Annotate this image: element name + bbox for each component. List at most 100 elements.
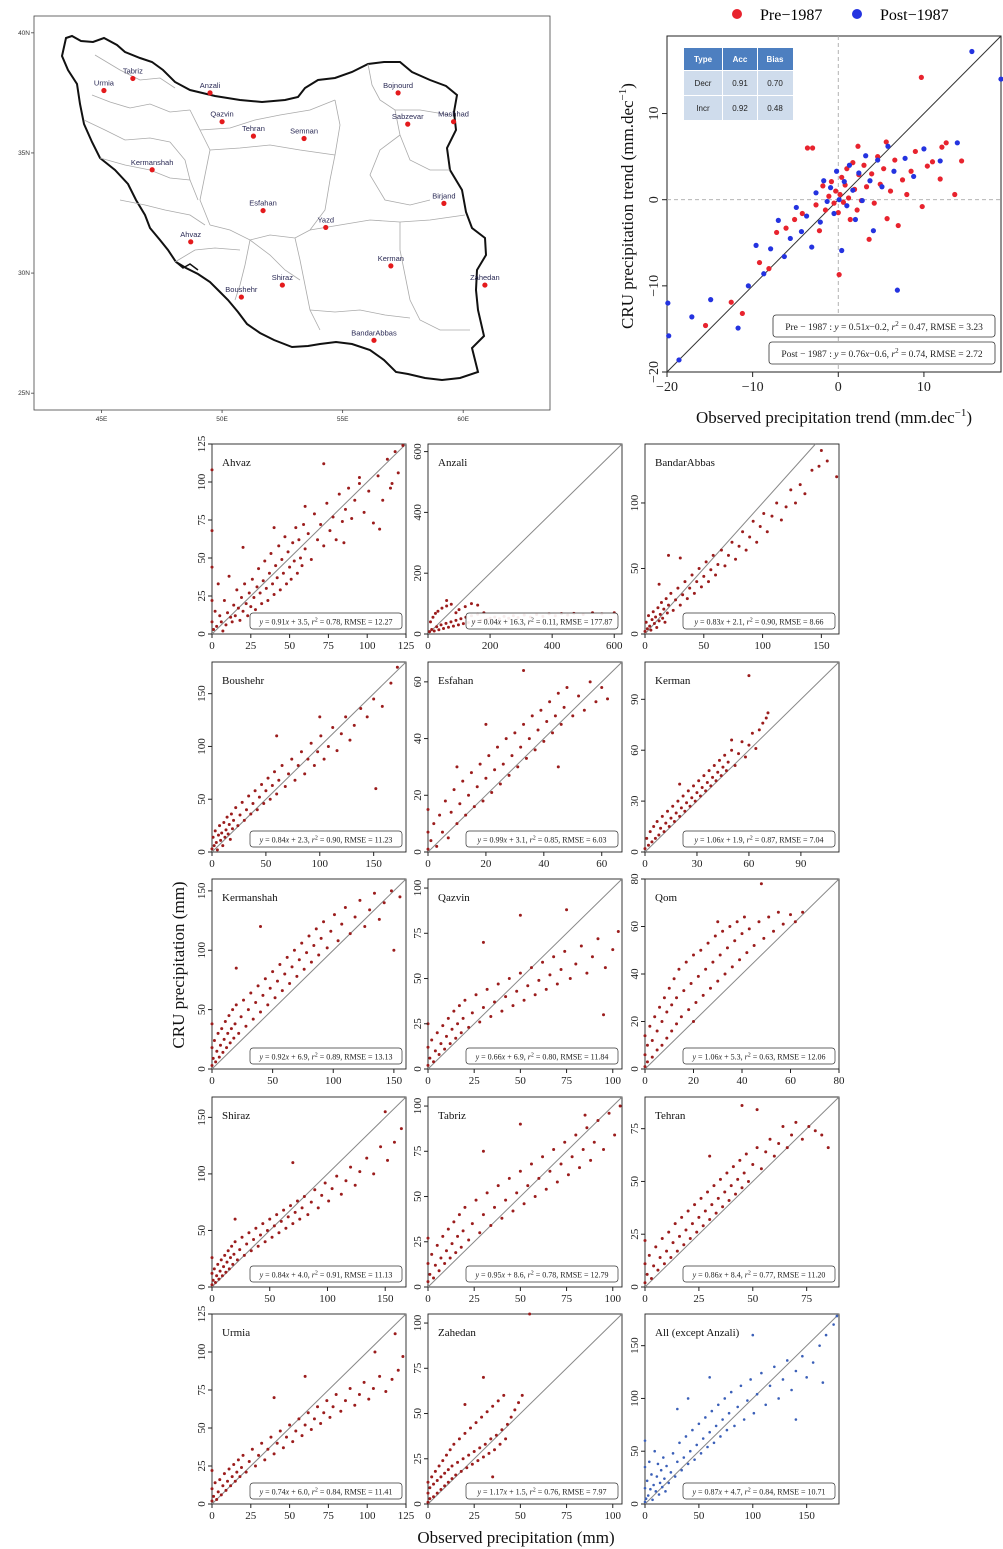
data-point <box>693 1458 696 1461</box>
data-point <box>485 1410 489 1414</box>
y-tick-label: 0 <box>196 849 208 855</box>
data-point <box>487 1451 491 1455</box>
data-point <box>223 1253 227 1257</box>
data-point <box>711 775 715 779</box>
data-point <box>238 618 242 622</box>
data-point <box>524 756 528 760</box>
panel-qom: Qom 0 20 40 60 80 0 20 40 60 80 y = 1.06x + 5.3, r2… <box>629 873 845 1087</box>
data-point <box>438 813 442 817</box>
panel-title: Kermanshah <box>222 892 278 904</box>
y-tick-label: 20 <box>629 1016 641 1028</box>
persian-gulf-coast <box>175 261 199 271</box>
data-point <box>469 602 473 606</box>
x-tick-label: 50 <box>264 1293 276 1305</box>
data-point <box>283 535 287 539</box>
data-point <box>644 1497 648 1501</box>
data-point <box>643 1465 647 1469</box>
data-point <box>246 614 250 618</box>
data-point <box>714 573 718 577</box>
data-point <box>527 737 531 741</box>
data-point <box>292 559 296 563</box>
y-tick-label: 50 <box>629 562 641 574</box>
data-point <box>401 444 405 448</box>
data-point <box>730 540 734 544</box>
data-point <box>227 1267 231 1271</box>
data-point <box>220 831 224 835</box>
y-tick-label: 50 <box>196 1224 208 1236</box>
panel-boushehr: Boushehr 0 50 100 150 0 50 100 150 y = 0.84x + 2.… <box>196 661 407 870</box>
data-point <box>747 927 751 931</box>
fit-stats-text: y = 0.84x + 4.0, r2 = 0.91, RMSE = 11.13 <box>259 1271 393 1280</box>
data-point <box>664 597 668 601</box>
data-point <box>389 889 393 893</box>
fit-stats-box <box>682 830 836 848</box>
data-point <box>446 1016 450 1020</box>
pre-1987-point <box>899 177 906 183</box>
data-point <box>759 882 763 886</box>
data-point <box>645 1043 649 1047</box>
data-point <box>309 960 313 964</box>
data-point <box>528 1312 532 1316</box>
data-point <box>556 691 560 695</box>
map-lon-label: 60E <box>457 416 469 423</box>
data-point <box>820 1133 824 1137</box>
post-1987-point <box>856 170 862 176</box>
data-point <box>452 1442 456 1446</box>
data-point <box>442 627 446 631</box>
data-point <box>646 843 650 847</box>
data-point <box>226 832 230 836</box>
data-point <box>677 1234 681 1238</box>
post-1987-point <box>775 217 781 223</box>
map-graticule-labels: 40N 35N 30N 25N 45E 50E 55E 60E <box>18 30 470 423</box>
x-tick-label: 50 <box>515 1510 527 1522</box>
pre-1987-point <box>756 259 763 266</box>
data-point <box>290 965 294 969</box>
data-point <box>428 1272 432 1276</box>
data-point <box>645 1060 649 1064</box>
data-point <box>236 824 240 828</box>
data-point <box>824 1333 828 1337</box>
data-point <box>246 1008 250 1012</box>
map-lat-label: 35N <box>18 150 30 157</box>
data-point <box>662 607 666 611</box>
data-point <box>618 1104 622 1108</box>
post-1987-point <box>708 297 714 303</box>
data-point <box>662 1456 665 1459</box>
data-point <box>747 743 751 747</box>
data-point <box>214 1060 218 1064</box>
data-point <box>264 586 268 590</box>
data-point <box>723 1397 727 1400</box>
data-point <box>674 811 678 815</box>
data-point <box>435 1491 439 1495</box>
data-point <box>210 620 214 624</box>
data-point <box>793 501 797 505</box>
data-point <box>810 468 814 472</box>
data-point <box>458 802 462 806</box>
data-point <box>306 757 310 761</box>
data-point <box>742 915 746 919</box>
data-point <box>701 993 705 997</box>
data-point <box>385 457 389 461</box>
data-point <box>325 1399 329 1403</box>
data-point <box>800 1137 804 1141</box>
x-tick-label: 125 <box>398 640 415 652</box>
trend-x-axis-label: Observed precipitation trend (mm.dec−1) <box>696 407 972 427</box>
pre-1987-point <box>883 139 889 145</box>
data-point <box>285 955 289 959</box>
data-point <box>457 1437 461 1441</box>
data-point <box>275 734 279 738</box>
data-point <box>335 749 339 753</box>
data-point <box>563 949 567 953</box>
data-point <box>657 1493 661 1496</box>
data-point <box>233 614 237 618</box>
data-point <box>509 1415 513 1419</box>
data-point <box>426 1236 430 1240</box>
data-point <box>277 778 281 782</box>
data-point <box>378 1374 382 1378</box>
data-point <box>472 805 476 809</box>
pre-1987-point <box>847 216 853 223</box>
x-tick-label: 0 <box>425 1510 431 1522</box>
data-point <box>682 1243 686 1247</box>
map-lon-label: 55E <box>337 416 349 423</box>
data-point <box>302 523 306 527</box>
